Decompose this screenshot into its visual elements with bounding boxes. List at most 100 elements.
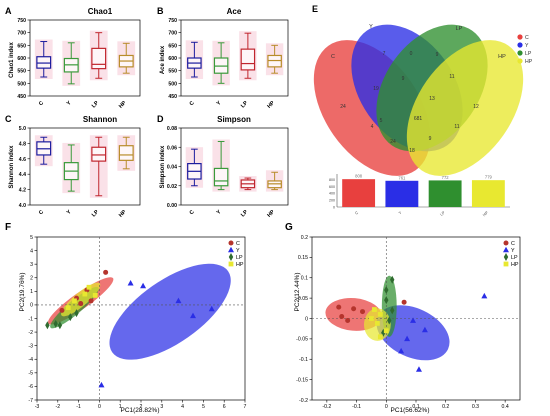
box-Y: Y [62, 40, 81, 107]
point-LP [53, 319, 58, 328]
point-LP [387, 316, 392, 325]
venn-bar-category: LP [439, 210, 446, 217]
venn-set-label-HP: HP [498, 54, 506, 60]
ace-ylabel: Ace index [160, 45, 166, 74]
y-tick-label: 700 [168, 31, 177, 37]
point-Y [190, 312, 196, 319]
box-HP: HP [265, 43, 284, 110]
venn-region-count: 7 [383, 51, 386, 57]
point-HP [369, 316, 374, 321]
y-tick-label: 4.4 [19, 172, 26, 178]
venn-bar-value: 761 [398, 175, 406, 180]
legend-label-LP: LP [236, 255, 243, 261]
x-tick-label: Y [216, 100, 223, 107]
y-tick-label: 4.0 [19, 203, 26, 209]
f-ylabel: PC2(19.76%) [19, 272, 26, 311]
bar-y-tick-label: 400 [329, 192, 335, 196]
point-Y [421, 326, 428, 333]
x-tick-label: Y [66, 100, 73, 107]
iqr-box [240, 48, 256, 71]
box-C: C [34, 39, 53, 107]
point-HP [374, 320, 380, 326]
venn-region-count: 18 [409, 148, 415, 154]
x-tick-label: 6 [223, 404, 226, 410]
boxplot-layer: 450 500 550 600 650 700 750 C Y LP HP 450 500 550 600 6… [17, 18, 289, 219]
boxplot-A: 450 500 550 600 650 700 750 C Y LP HP [17, 18, 141, 110]
point-C [351, 306, 357, 312]
y-tick-label: -0.15 [296, 377, 308, 383]
confidence-ellipse-HP [61, 282, 101, 317]
y-tick-label: -6 [28, 384, 33, 390]
x-tick-label: LP [91, 100, 100, 109]
venn-set-label-C: C [331, 54, 335, 60]
y-tick-label: 0.02 [167, 184, 177, 190]
x-tick-label: 3 [160, 404, 163, 410]
bar-y-tick-label: 200 [329, 199, 335, 203]
y-tick-label: 650 [168, 43, 177, 49]
venn-bar-C [342, 179, 376, 207]
point-LP [390, 306, 395, 315]
venn-bar-Y [385, 180, 419, 207]
point-LP [384, 296, 389, 305]
y-tick-label: 0.2 [301, 235, 308, 241]
venn-region-count: 5 [380, 118, 383, 124]
box-LP: LP [89, 30, 108, 109]
venn-region-count: 24 [390, 139, 396, 145]
y-tick-label: 550 [17, 69, 26, 75]
y-tick-label: 0.08 [167, 126, 177, 132]
series-HP [369, 307, 389, 340]
point-C [360, 309, 366, 315]
point-LP [74, 309, 79, 318]
venn-set-label-LP: LP [456, 26, 463, 32]
venn-legend-label-Y: Y [525, 43, 529, 49]
x-tick-label: C [189, 209, 196, 216]
point-C [88, 298, 94, 304]
venn-region-count: 9 [436, 52, 439, 58]
venn-region-count: 9 [429, 136, 432, 142]
box-HP: HP [117, 135, 136, 219]
x-tick-label: LP [240, 100, 249, 109]
iqr-box [91, 47, 107, 70]
chao1-ylabel: Chao1 index [9, 42, 15, 78]
x-tick-label: 2 [140, 404, 143, 410]
venn-region-count: 12 [473, 104, 479, 110]
venn-region-count: 19 [373, 86, 379, 92]
y-tick-label: -3 [28, 343, 33, 349]
box-C: C [34, 135, 53, 216]
point-LP [68, 313, 73, 322]
venn-legend-label-HP: HP [525, 59, 533, 65]
scatter-layer: -3 -2 -1 0 1 2 3 4 5 6 7-7-6-5-4-3-2-1012345CYLPHP… [28, 235, 521, 410]
venn-region-count: 11 [449, 74, 454, 80]
y-tick-label: -0.05 [296, 337, 308, 343]
point-Y [208, 305, 215, 312]
venn-legend-swatch-LP [517, 50, 523, 56]
y-tick-label: 500 [168, 81, 177, 87]
y-tick-label: 5 [30, 235, 33, 241]
plot-frame [29, 127, 141, 206]
y-tick-label: -4 [28, 357, 33, 363]
y-tick-label: 750 [17, 18, 26, 24]
boxplot-C: 4.0 4.2 4.4 4.6 4.8 5.0 C Y LP HP [19, 126, 141, 219]
panel-letter-G: G [285, 222, 293, 233]
point-HP [383, 328, 389, 334]
bar-y-tick-label: 800 [329, 178, 335, 182]
y-tick-label: 550 [168, 69, 177, 75]
panel-letter-E: E [312, 4, 318, 14]
point-C [339, 313, 345, 319]
x-tick-label: LP [240, 209, 249, 218]
panel-letter-D: D [157, 114, 164, 124]
box-Y: Y [212, 139, 230, 216]
point-Y [175, 297, 182, 304]
series-LP [45, 309, 79, 330]
boxplot-D: 0.00 0.02 0.04 0.06 0.08 C Y LP HP [167, 126, 289, 219]
venn-legend-swatch-Y [517, 42, 523, 48]
iqr-box [36, 56, 52, 69]
y-tick-label: 0.00 [167, 203, 177, 209]
point-HP [503, 261, 509, 267]
y-tick-label: 4.6 [19, 157, 26, 163]
x-tick-label: 0.3 [472, 404, 479, 410]
point-HP [372, 307, 377, 312]
